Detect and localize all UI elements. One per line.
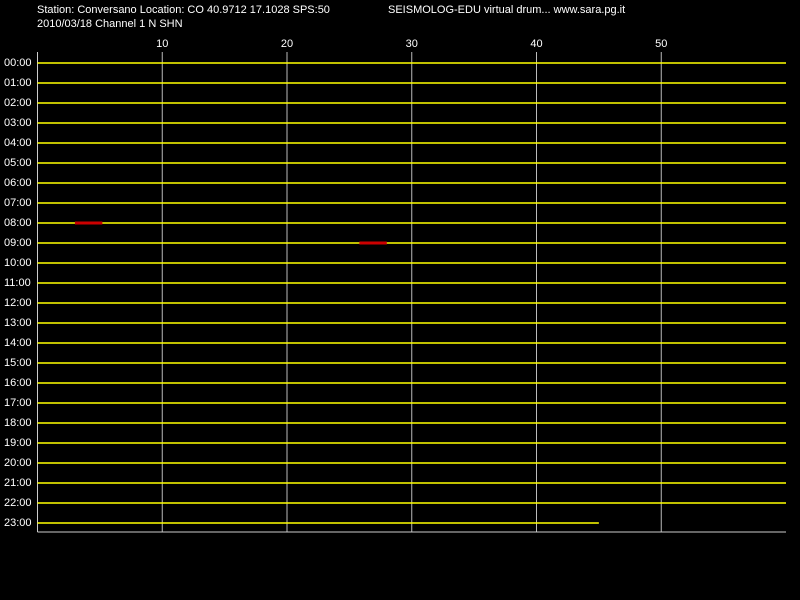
hour-label: 05:00: [4, 157, 32, 169]
chart-title: Station: Conversano Location: CO 40.9712…: [37, 4, 330, 16]
hour-label: 20:00: [4, 457, 32, 469]
hour-label: 17:00: [4, 397, 32, 409]
hour-label: 13:00: [4, 317, 32, 329]
hour-label: 00:00: [4, 57, 32, 69]
hour-label: 08:00: [4, 217, 32, 229]
hour-label: 14:00: [4, 337, 32, 349]
hour-label: 18:00: [4, 417, 32, 429]
date-line: 2010/03/18 Channel 1 N SHN: [37, 18, 183, 30]
hour-label: 04:00: [4, 137, 32, 149]
hour-label: 01:00: [4, 77, 32, 89]
hour-label: 12:00: [4, 297, 32, 309]
x-tick-label: 30: [406, 38, 418, 50]
hour-label: 11:00: [4, 277, 31, 289]
chart-subtitle: SEISMOLOG-EDU virtual drum... www.sara.p…: [388, 4, 625, 16]
hour-label: 21:00: [4, 477, 32, 489]
hour-label: 19:00: [4, 437, 32, 449]
x-tick-label: 40: [530, 38, 542, 50]
x-tick-label: 50: [655, 38, 667, 50]
hour-label: 02:00: [4, 97, 32, 109]
hour-label: 15:00: [4, 357, 32, 369]
hour-label: 03:00: [4, 117, 32, 129]
hour-label: 23:00: [4, 517, 32, 529]
hour-label: 22:00: [4, 497, 32, 509]
hour-label: 07:00: [4, 197, 32, 209]
hour-label: 09:00: [4, 237, 32, 249]
x-tick-label: 20: [281, 38, 293, 50]
hour-label: 06:00: [4, 177, 32, 189]
hour-label: 16:00: [4, 377, 32, 389]
hour-label: 10:00: [4, 257, 32, 269]
x-tick-label: 10: [156, 38, 168, 50]
